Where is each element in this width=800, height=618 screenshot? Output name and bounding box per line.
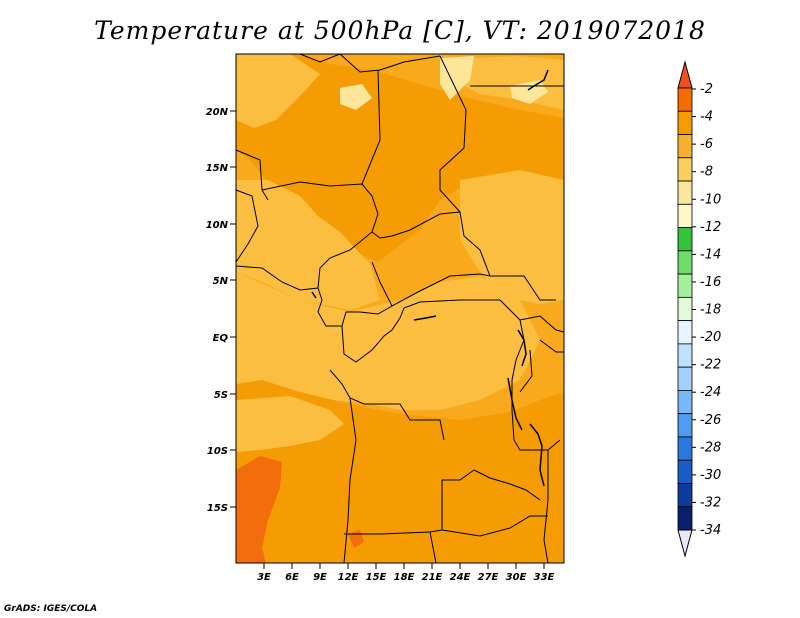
colorbar-swatch (677, 436, 693, 461)
lon-label: 33E (534, 572, 555, 583)
lat-label: 10S (207, 446, 228, 457)
grads-credit: GrADS: IGES/COLA (4, 604, 98, 614)
field-cool-north (236, 54, 320, 128)
colorbar-label: -16 (700, 275, 721, 290)
colorbar-swatch (677, 390, 693, 415)
colorbar: -2 -4 -6 -8 -10 -12 -14 -16 -18 -20 -22 -24 -26 -28 -3… (677, 60, 721, 558)
field-cool-east (460, 170, 564, 304)
lon-label: 27E (478, 572, 499, 583)
field-cool-center (236, 272, 540, 410)
lat-labels: 20N 15N 10N 5N EQ 5S 10S 15S (206, 107, 229, 514)
colorbar-label: -2 (700, 82, 713, 97)
colorbar-swatch (677, 203, 693, 228)
colorbar-swatch (677, 273, 693, 298)
colorbar-label: -22 (700, 358, 721, 373)
colorbar-swatch (677, 250, 693, 275)
colorbar-label: -30 (700, 468, 721, 483)
lat-label: 5S (214, 390, 228, 401)
lat-label: 15S (207, 503, 228, 514)
lon-label: 9E (313, 572, 327, 583)
lon-label: 6E (285, 572, 299, 583)
field-cool-sw (236, 396, 344, 452)
lon-label: 24E (450, 572, 471, 583)
colorbar-swatch (677, 343, 693, 368)
colorbar-swatch (677, 227, 693, 252)
colorbar-bottom-triangle (677, 529, 693, 558)
lon-label: 30E (506, 572, 527, 583)
field-coolest-n (340, 84, 372, 110)
colorbar-swatch (677, 459, 693, 484)
colorbar-label: -12 (700, 220, 721, 235)
colorbar-label: -32 (700, 495, 721, 510)
colorbar-swatch (677, 134, 693, 159)
colorbar-swatch (677, 296, 693, 322)
colorbar-label: -20 (700, 330, 721, 345)
colorbar-label: -6 (700, 137, 713, 152)
colorbar-label: -14 (700, 247, 721, 262)
colorbar-label: -26 (700, 413, 721, 428)
colorbar-swatch (677, 180, 693, 205)
lon-label: 3E (257, 572, 271, 583)
colorbar-swatch (677, 483, 693, 508)
lat-axis (230, 110, 236, 508)
map-frame (235, 53, 565, 564)
lon-label: 18E (394, 572, 415, 583)
colorbar-label: -18 (700, 303, 721, 318)
field-warm-north (236, 54, 564, 262)
field-coolest-ne (440, 56, 474, 100)
colorbar-swatch (677, 320, 693, 345)
lat-label: 10N (206, 220, 229, 231)
lat-label: 15N (206, 163, 229, 174)
colorbar-label: -10 (700, 192, 721, 207)
lon-label: 21E (422, 572, 443, 583)
country-borders (235, 53, 565, 564)
colorbar-label: -28 (700, 440, 721, 455)
colorbar-swatch (677, 87, 693, 112)
map-panel (235, 53, 565, 564)
colorbar-label: -8 (700, 165, 713, 180)
lat-label: EQ (213, 333, 229, 344)
map-title: Temperature at 500hPa [C], VT: 201907201… (94, 16, 706, 45)
colorbar-label: -4 (700, 110, 713, 125)
lakes (311, 69, 549, 487)
colorbar-swatch (677, 157, 693, 182)
colorbar-swatch (677, 506, 693, 531)
colorbar-label: -34 (700, 523, 721, 538)
lon-axis (263, 563, 545, 569)
lat-label: 5N (213, 276, 229, 287)
colorbar-label: -24 (700, 385, 721, 400)
lon-label: 15E (366, 572, 387, 583)
lon-labels: 3E 6E 9E 12E 15E 18E 21E 24E 27E 30E 33E (257, 572, 554, 583)
field-cool-west (236, 180, 380, 310)
colorbar-swatch (677, 366, 693, 391)
colorbar-top-triangle (677, 60, 693, 89)
field-hot-sw (236, 456, 282, 563)
colorbar-swatch (677, 413, 693, 438)
lat-label: 20N (206, 107, 229, 118)
lon-label: 12E (338, 572, 359, 583)
colorbar-swatch (677, 110, 693, 135)
